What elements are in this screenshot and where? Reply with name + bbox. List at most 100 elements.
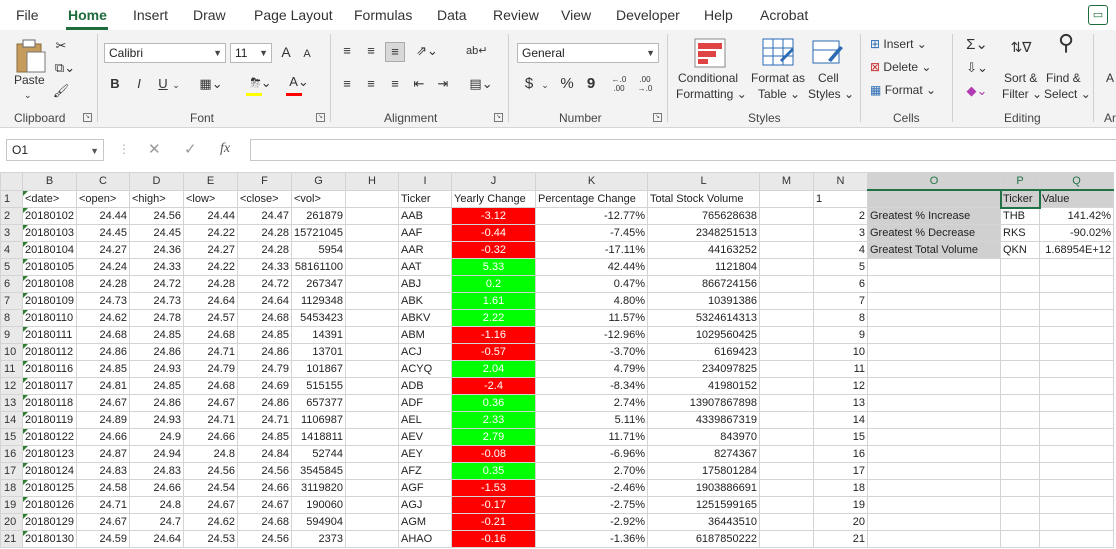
cell-j18[interactable]: -1.53 bbox=[451, 479, 536, 497]
cell-p17[interactable] bbox=[1000, 462, 1040, 480]
cell-o9[interactable] bbox=[867, 326, 1001, 344]
cell-i14[interactable]: AEL bbox=[398, 411, 452, 429]
cell-k12[interactable]: -8.34% bbox=[535, 377, 648, 395]
cell-p3[interactable]: RKS bbox=[1000, 224, 1040, 242]
cell-b16[interactable]: 20180123 bbox=[22, 445, 77, 463]
number-format-select[interactable]: General ▼ bbox=[517, 43, 659, 63]
cell-e15[interactable]: 24.66 bbox=[183, 428, 238, 446]
conditional-formatting-label[interactable]: Conditional bbox=[678, 71, 739, 85]
cell-b12[interactable]: 20180117 bbox=[22, 377, 77, 395]
copy-icon[interactable]: ⧉⌄ bbox=[54, 60, 76, 75]
cell-b20[interactable]: 20180129 bbox=[22, 513, 77, 531]
column-header-q[interactable]: Q bbox=[1039, 172, 1114, 191]
tab-review[interactable]: Review bbox=[493, 7, 539, 23]
cell-j9[interactable]: -1.16 bbox=[451, 326, 536, 344]
cell-k6[interactable]: 0.47% bbox=[535, 275, 648, 293]
tab-developer[interactable]: Developer bbox=[616, 7, 680, 23]
cell-d2[interactable]: 24.56 bbox=[129, 207, 184, 225]
cell-f8[interactable]: 24.68 bbox=[237, 309, 292, 327]
italic-button[interactable]: I bbox=[137, 76, 141, 91]
cell-d14[interactable]: 24.93 bbox=[129, 411, 184, 429]
tab-draw[interactable]: Draw bbox=[193, 7, 226, 23]
column-header-b[interactable]: B bbox=[22, 172, 77, 191]
underline-button[interactable]: U bbox=[158, 76, 168, 91]
name-box[interactable]: O1 ▼ bbox=[6, 139, 104, 161]
cell-i12[interactable]: ADB bbox=[398, 377, 452, 395]
cell-p14[interactable] bbox=[1000, 411, 1040, 429]
cell-h20[interactable] bbox=[345, 513, 399, 531]
column-header-i[interactable]: I bbox=[398, 172, 452, 191]
cell-q20[interactable] bbox=[1039, 513, 1114, 531]
row-header[interactable]: 16 bbox=[0, 445, 23, 463]
cell-q1[interactable]: Value bbox=[1039, 189, 1114, 208]
cell-n18[interactable]: 18 bbox=[813, 479, 868, 497]
cell-g12[interactable]: 515155 bbox=[291, 377, 346, 395]
cell-g4[interactable]: 5954 bbox=[291, 241, 346, 259]
cell-h18[interactable] bbox=[345, 479, 399, 497]
cell-q14[interactable] bbox=[1039, 411, 1114, 429]
cell-j7[interactable]: 1.61 bbox=[451, 292, 536, 310]
cell-i21[interactable]: AHAO bbox=[398, 530, 452, 548]
cell-p7[interactable] bbox=[1000, 292, 1040, 310]
align-right-icon[interactable]: ≡ bbox=[391, 76, 399, 91]
enter-icon[interactable]: ✓ bbox=[184, 141, 197, 158]
cell-l14[interactable]: 4339867319 bbox=[647, 411, 760, 429]
font-color-icon[interactable]: A⌄ bbox=[289, 74, 309, 89]
cell-n13[interactable]: 13 bbox=[813, 394, 868, 412]
cell-q4[interactable]: 1.68954E+12 bbox=[1039, 241, 1114, 259]
cell-l21[interactable]: 6187850222 bbox=[647, 530, 760, 548]
paste-button[interactable]: Paste bbox=[14, 73, 45, 87]
increase-indent-icon[interactable]: ⇥ bbox=[437, 76, 449, 91]
cell-o7[interactable] bbox=[867, 292, 1001, 310]
row-header[interactable]: 11 bbox=[0, 360, 23, 378]
cell-p8[interactable] bbox=[1000, 309, 1040, 327]
cell-l19[interactable]: 1251599165 bbox=[647, 496, 760, 514]
column-header-n[interactable]: N bbox=[813, 172, 868, 191]
cell-b7[interactable]: 20180109 bbox=[22, 292, 77, 310]
cell-n8[interactable]: 8 bbox=[813, 309, 868, 327]
increase-decimal-button[interactable]: ←.0 .00 bbox=[611, 75, 627, 93]
cell-g6[interactable]: 267347 bbox=[291, 275, 346, 293]
tab-file[interactable]: File bbox=[16, 7, 39, 23]
cell-l6[interactable]: 866724156 bbox=[647, 275, 760, 293]
cell-q19[interactable] bbox=[1039, 496, 1114, 514]
cell-m7[interactable] bbox=[759, 292, 814, 310]
cell-j3[interactable]: -0.44 bbox=[451, 224, 536, 242]
cell-q10[interactable] bbox=[1039, 343, 1114, 361]
cell-g2[interactable]: 261879 bbox=[291, 207, 346, 225]
cell-g18[interactable]: 3119820 bbox=[291, 479, 346, 497]
cell-l13[interactable]: 13907867898 bbox=[647, 394, 760, 412]
tab-page-layout[interactable]: Page Layout bbox=[254, 7, 333, 23]
cell-n5[interactable]: 5 bbox=[813, 258, 868, 276]
cell-c3[interactable]: 24.45 bbox=[76, 224, 130, 242]
cell-k19[interactable]: -2.75% bbox=[535, 496, 648, 514]
insert-function-icon[interactable]: fx bbox=[220, 141, 231, 156]
cell-d16[interactable]: 24.94 bbox=[129, 445, 184, 463]
cell-o16[interactable] bbox=[867, 445, 1001, 463]
cell-o17[interactable] bbox=[867, 462, 1001, 480]
paste-dropdown-icon[interactable]: ⌄ bbox=[24, 90, 32, 100]
cell-f2[interactable]: 24.47 bbox=[237, 207, 292, 225]
cell-e7[interactable]: 24.64 bbox=[183, 292, 238, 310]
cell-k21[interactable]: -1.36% bbox=[535, 530, 648, 548]
cell-g7[interactable]: 1129348 bbox=[291, 292, 346, 310]
cell-c20[interactable]: 24.67 bbox=[76, 513, 130, 531]
cell-n4[interactable]: 4 bbox=[813, 241, 868, 259]
cell-f4[interactable]: 24.28 bbox=[237, 241, 292, 259]
cell-f12[interactable]: 24.69 bbox=[237, 377, 292, 395]
cell-d6[interactable]: 24.72 bbox=[129, 275, 184, 293]
cell-o14[interactable] bbox=[867, 411, 1001, 429]
cell-n17[interactable]: 17 bbox=[813, 462, 868, 480]
cell-q9[interactable] bbox=[1039, 326, 1114, 344]
cell-m15[interactable] bbox=[759, 428, 814, 446]
cell-i8[interactable]: ABKV bbox=[398, 309, 452, 327]
cell-j2[interactable]: -3.12 bbox=[451, 207, 536, 225]
cell-d11[interactable]: 24.93 bbox=[129, 360, 184, 378]
cell-i4[interactable]: AAR bbox=[398, 241, 452, 259]
cell-l5[interactable]: 1121804 bbox=[647, 258, 760, 276]
cell-d12[interactable]: 24.85 bbox=[129, 377, 184, 395]
bold-button[interactable]: B bbox=[110, 76, 120, 91]
cell-d10[interactable]: 24.86 bbox=[129, 343, 184, 361]
cell-g21[interactable]: 2373 bbox=[291, 530, 346, 548]
cell-d17[interactable]: 24.83 bbox=[129, 462, 184, 480]
